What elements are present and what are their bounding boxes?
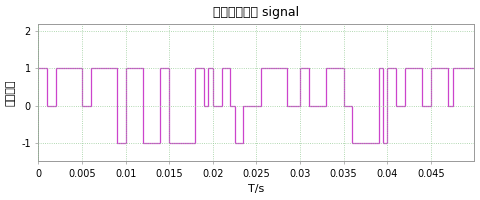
Y-axis label: 信号幅度: 信号幅度 (6, 79, 15, 106)
Title: 整形后的信号 signal: 整形后的信号 signal (213, 6, 300, 19)
X-axis label: T/s: T/s (248, 184, 264, 194)
